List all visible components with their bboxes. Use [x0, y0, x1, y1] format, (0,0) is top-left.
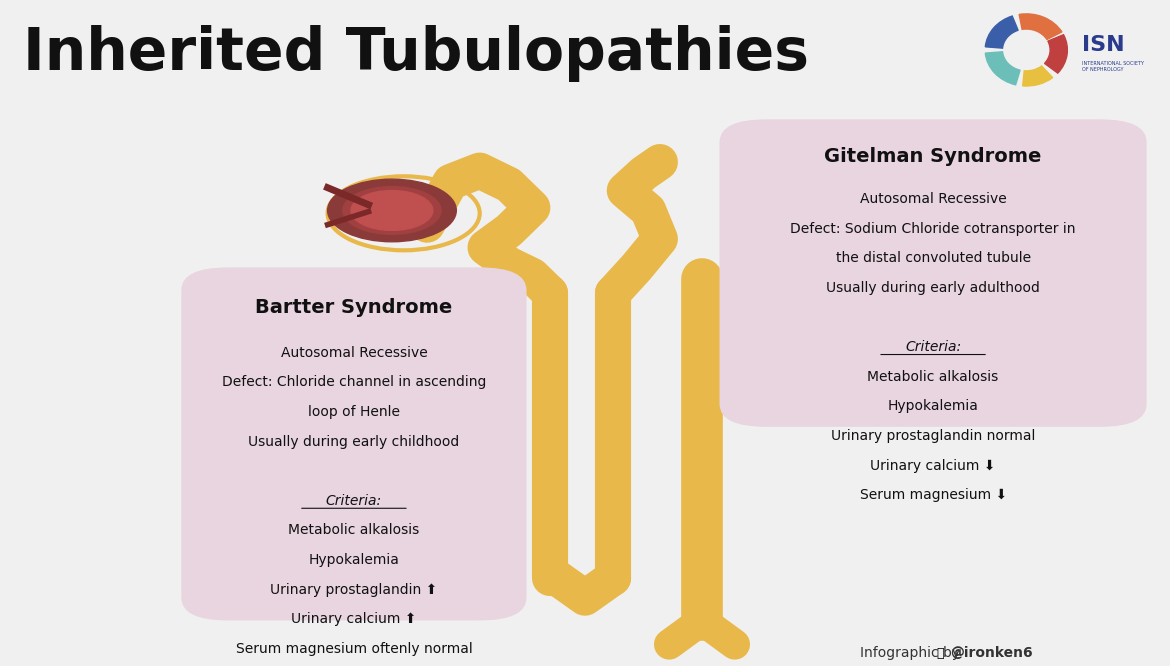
Wedge shape [1019, 14, 1062, 39]
Text: Autosomal Recessive: Autosomal Recessive [281, 346, 427, 360]
Wedge shape [1045, 35, 1067, 73]
Circle shape [343, 186, 441, 234]
Text: Hypokalemia: Hypokalemia [888, 400, 978, 414]
Text: Usually during early adulthood: Usually during early adulthood [826, 281, 1040, 295]
Wedge shape [985, 16, 1018, 48]
Circle shape [328, 179, 456, 242]
Text: loop of Henle: loop of Henle [308, 405, 400, 419]
Text: INTERNATIONAL SOCIETY
OF NEPHROLOGY: INTERNATIONAL SOCIETY OF NEPHROLOGY [1082, 61, 1144, 71]
Text: Criteria:: Criteria: [326, 494, 381, 508]
Text: Urinary calcium ⬇: Urinary calcium ⬇ [870, 459, 996, 473]
Wedge shape [985, 52, 1020, 85]
Text: Inherited Tubulopathies: Inherited Tubulopathies [23, 25, 810, 82]
Text: Criteria:: Criteria: [906, 340, 961, 354]
Text: Defect: Sodium Chloride cotransporter in: Defect: Sodium Chloride cotransporter in [790, 222, 1076, 236]
Text: Metabolic alkalosis: Metabolic alkalosis [288, 523, 420, 537]
Text: Urinary prostaglandin normal: Urinary prostaglandin normal [831, 429, 1035, 443]
Text: Urinary calcium ⬆: Urinary calcium ⬆ [291, 612, 417, 626]
Text: Urinary prostaglandin ⬆: Urinary prostaglandin ⬆ [270, 583, 438, 597]
Text: Hypokalemia: Hypokalemia [309, 553, 399, 567]
Text: ISN: ISN [1082, 35, 1124, 55]
Text: Infographic by: Infographic by [860, 647, 961, 661]
FancyBboxPatch shape [720, 119, 1147, 427]
Text: the distal convoluted tubule: the distal convoluted tubule [835, 251, 1031, 265]
Text: 🐦: 🐦 [936, 647, 943, 660]
Text: Serum magnesium oftenly normal: Serum magnesium oftenly normal [235, 642, 473, 656]
FancyBboxPatch shape [181, 268, 526, 621]
Text: Serum magnesium ⬇: Serum magnesium ⬇ [860, 488, 1006, 502]
Text: Autosomal Recessive: Autosomal Recessive [860, 192, 1006, 206]
Text: @ironken6: @ironken6 [950, 647, 1033, 661]
Text: Bartter Syndrome: Bartter Syndrome [255, 298, 453, 317]
Text: Defect: Chloride channel in ascending: Defect: Chloride channel in ascending [222, 376, 486, 390]
Text: Usually during early childhood: Usually during early childhood [248, 435, 460, 449]
Wedge shape [1023, 66, 1053, 86]
Text: Gitelman Syndrome: Gitelman Syndrome [825, 147, 1041, 166]
Circle shape [351, 190, 433, 230]
Text: Metabolic alkalosis: Metabolic alkalosis [867, 370, 999, 384]
